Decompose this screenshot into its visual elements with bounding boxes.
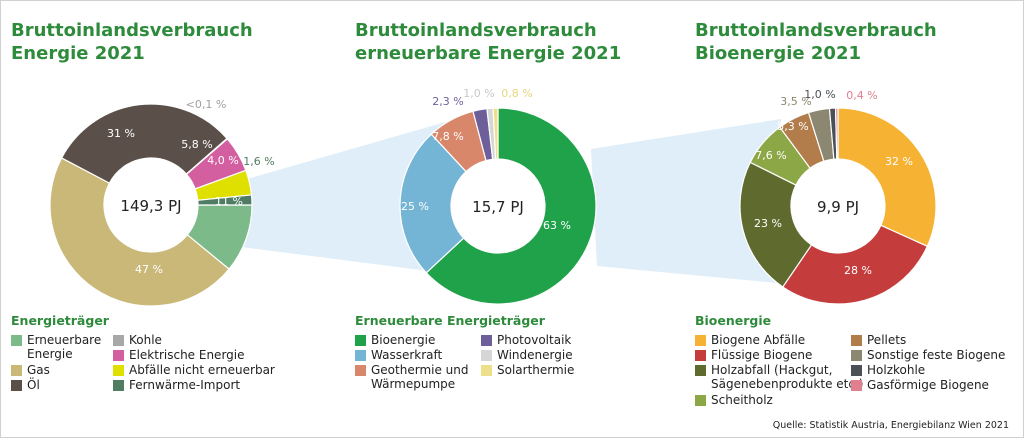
legend-label: Holzkohle: [867, 363, 926, 377]
pie-slice: [197, 194, 253, 206]
slice-value-label: 7,8 %: [432, 130, 463, 143]
legend-swatch: [695, 395, 706, 406]
legend-swatch: [695, 335, 706, 346]
legend-label: Bioenergie: [371, 333, 436, 347]
pie-slice: [425, 107, 597, 305]
slice-value-label: 5,8 %: [181, 138, 212, 151]
slice-value-label: 31 %: [107, 127, 135, 140]
legend-label: Gas: [27, 363, 50, 377]
pie-slice: [60, 103, 228, 184]
chart-title-energie: Bruttoinlandsverbrauch Energie 2021: [11, 19, 253, 65]
title-line: Bruttoinlandsverbrauch: [695, 20, 937, 41]
legend-label: Öl: [27, 378, 40, 392]
legend-title: Bioenergie: [695, 313, 772, 328]
zoom-connector: [591, 119, 781, 283]
legend-title: Energieträger: [11, 313, 109, 328]
legend-label: Scheitholz: [711, 393, 773, 407]
legend-label: Pellets: [867, 333, 907, 347]
legend-swatch: [113, 350, 124, 361]
title-line: erneuerbare Energie 2021: [355, 43, 622, 64]
legend-label: Solarthermie: [497, 363, 575, 377]
chart-title-erneuerbare: Bruttoinlandsverbrauch erneuerbare Energ…: [355, 19, 621, 65]
legend-label: Photovoltaik: [497, 333, 572, 347]
slice-value-label: 63 %: [543, 219, 571, 232]
legend-label: Windenergie: [497, 348, 573, 362]
legend-swatch: [11, 335, 22, 346]
legend-label: Fernwärme-Import: [129, 378, 241, 392]
legend-swatch: [113, 365, 124, 376]
slice-value-label: 3,5 %: [780, 95, 811, 108]
legend-label: Kohle: [129, 333, 162, 347]
slice-value-label: 1,0 %: [463, 87, 494, 100]
slice-value-label: 32 %: [885, 155, 913, 168]
legend-swatch: [355, 335, 366, 346]
legend-title: Erneuerbare Energieträger: [355, 313, 545, 328]
legend-swatch: [113, 380, 124, 391]
title-line: Bruttoinlandsverbrauch: [355, 20, 597, 41]
legend-swatch: [851, 350, 862, 361]
legend-swatch: [11, 380, 22, 391]
pie-slice: [834, 107, 839, 160]
slice-value-label: 7,6 %: [755, 149, 786, 162]
legend-label: Flüssige Biogene: [711, 348, 813, 362]
legend-swatch: [851, 335, 862, 346]
pie-slice: [492, 107, 499, 160]
zoom-connector: [241, 119, 456, 271]
slice-value-label: 0,4 %: [846, 89, 877, 102]
legend-label: Holzabfall (Hackgut, Sägenebenprodukte e…: [711, 363, 864, 391]
legend-swatch: [695, 365, 706, 376]
pie-slice: [837, 107, 937, 248]
legend-swatch: [355, 365, 366, 376]
legend-label: Sonstige feste Biogene: [867, 348, 1006, 362]
title-line: Energie 2021: [11, 43, 145, 64]
pie-slice: [781, 224, 929, 305]
pie-slice: [49, 157, 230, 307]
slice-value-label: 0,8 %: [501, 87, 532, 100]
legend-label: Biogene Abfälle: [711, 333, 806, 347]
slice-value-label: 23 %: [754, 217, 782, 230]
legend-swatch: [481, 335, 492, 346]
slice-value-label: 4,0 %: [207, 154, 238, 167]
center-total-label: 15,7 PJ: [472, 198, 524, 216]
legend-label: Gasförmige Biogene: [867, 378, 989, 392]
legend-swatch: [851, 365, 862, 376]
slice-value-label: <0,1 %: [186, 98, 227, 111]
legend-swatch: [851, 380, 862, 391]
slice-value-label: 28 %: [844, 264, 872, 277]
source-note: Quelle: Statistik Austria, Energiebilanz…: [772, 420, 1009, 431]
legend-swatch: [695, 350, 706, 361]
pie-slice: [739, 161, 813, 288]
center-total-label: 149,3 PJ: [120, 197, 181, 215]
slice-value-label: 11 %: [215, 195, 243, 208]
slice-value-label: 2,3 %: [432, 95, 463, 108]
legend-swatch: [11, 365, 22, 376]
title-line: Bruttoinlandsverbrauch: [11, 20, 253, 41]
legend-label: Abfälle nicht erneuerbar: [129, 363, 275, 377]
legend-label: Elektrische Energie: [129, 348, 245, 362]
legend-swatch: [355, 350, 366, 361]
center-total-label: 9,9 PJ: [817, 198, 859, 216]
slice-value-label: 5,3 %: [777, 120, 808, 133]
pie-slice: [399, 133, 467, 274]
slice-value-label: 1,6 %: [243, 155, 274, 168]
legend-swatch: [481, 350, 492, 361]
legend-swatch: [113, 335, 124, 346]
legend-label: Geothermie und Wärmepumpe: [371, 363, 469, 391]
chart-title-bioenergie: Bruttoinlandsverbrauch Bioenergie 2021: [695, 19, 937, 65]
title-line: Bioenergie 2021: [695, 43, 861, 64]
slice-value-label: 1,0 %: [804, 88, 835, 101]
legend-label: Erneuerbare Energie: [27, 333, 102, 361]
legend-swatch: [481, 365, 492, 376]
legend-label: Wasserkraft: [371, 348, 443, 362]
slice-value-label: 47 %: [135, 263, 163, 276]
slice-value-label: 25 %: [401, 200, 429, 213]
